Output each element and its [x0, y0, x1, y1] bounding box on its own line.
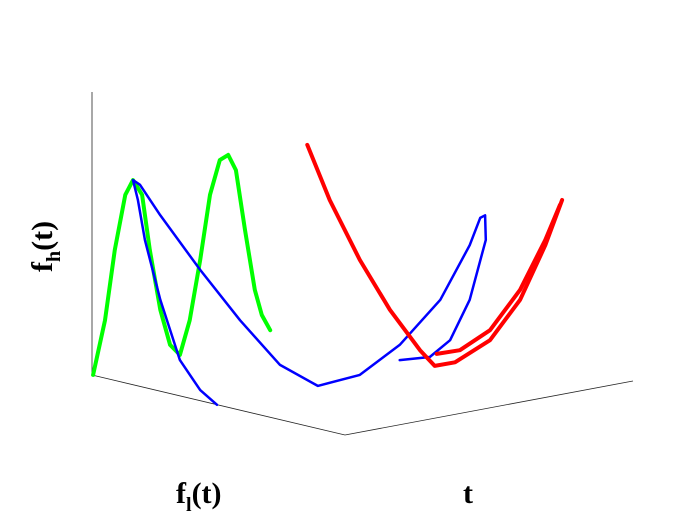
curve — [91, 152, 273, 377]
curve — [305, 142, 565, 368]
x-label-main: f — [176, 477, 187, 510]
z-label-sub: h — [43, 251, 65, 262]
x-axis — [91, 374, 346, 436]
curve — [434, 202, 562, 356]
y-axis — [344, 380, 634, 436]
y-axis-label: t — [463, 477, 473, 510]
z-axis-label: fh(t) — [26, 221, 65, 272]
curve — [131, 178, 488, 407]
z-label-rest: (t) — [26, 221, 59, 251]
z-label-main: f — [26, 261, 59, 272]
x-label-sub: l — [186, 494, 192, 516]
curves — [91, 142, 565, 407]
y-label-main: t — [463, 477, 473, 510]
x-label-rest: (t) — [192, 477, 222, 510]
x-axis-label: fl(t) — [176, 477, 222, 516]
